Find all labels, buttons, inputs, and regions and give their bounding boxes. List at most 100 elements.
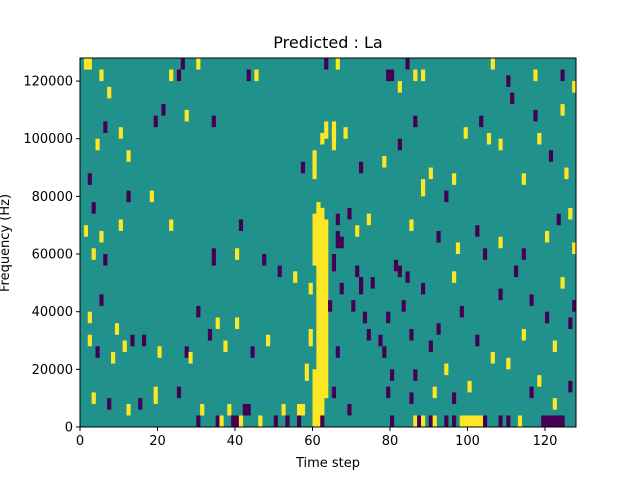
heatmap-cell — [297, 415, 302, 427]
heatmap-cell — [91, 392, 96, 404]
heatmap-cell — [514, 265, 519, 278]
heatmap-cell — [409, 219, 414, 231]
heatmap-cell — [386, 69, 391, 82]
heatmap-cell — [498, 138, 503, 151]
heatmap-cell — [312, 150, 317, 180]
heatmap-cell — [200, 403, 205, 416]
heatmap-cell — [281, 403, 286, 416]
heatmap-cell — [161, 104, 166, 116]
y-tick-label: 120000 — [23, 75, 73, 90]
heatmap-cell — [378, 334, 383, 347]
heatmap-cell — [463, 415, 468, 427]
heatmap-cell — [537, 132, 542, 145]
heatmap-cell — [366, 213, 371, 226]
heatmap-cell — [479, 115, 484, 128]
heatmap-cell — [405, 271, 410, 283]
heatmap-cell — [421, 282, 426, 295]
heatmap-cell — [99, 230, 104, 243]
heatmap-cell — [436, 230, 441, 243]
heatmap-cell — [87, 58, 92, 70]
heatmap-cell — [444, 190, 449, 203]
heatmap-cell — [339, 236, 344, 249]
heatmap-cell — [521, 173, 526, 185]
heatmap-cell — [409, 328, 414, 341]
heatmap-cell — [250, 346, 255, 358]
heatmap-cell — [219, 415, 224, 427]
heatmap-cell — [552, 415, 557, 427]
heatmap-cell — [347, 207, 352, 220]
heatmap-cell — [421, 69, 426, 82]
x-tick-label: 20 — [149, 434, 166, 449]
heatmap-cell — [328, 300, 333, 312]
heatmap-cell — [452, 271, 457, 283]
heatmap-cell — [223, 340, 228, 353]
heatmap-cell — [273, 415, 278, 427]
heatmap-cell — [331, 127, 337, 151]
heatmap-cell — [312, 213, 317, 266]
heatmap-cell — [111, 352, 116, 364]
heatmap-cell — [254, 69, 259, 82]
heatmap-cell — [335, 213, 340, 226]
heatmap-cell — [238, 219, 244, 231]
heatmap-cell — [459, 305, 464, 318]
heatmap-cell — [169, 69, 174, 82]
x-axis: 0 20 40 60 80 100 120 — [76, 427, 557, 449]
heatmap-cell — [153, 386, 158, 404]
heatmap-cell — [382, 346, 387, 358]
heatmap-cell — [335, 346, 340, 358]
heatmap-cell — [436, 323, 441, 335]
heatmap-cell — [405, 58, 410, 70]
heatmap-cell — [235, 415, 240, 427]
heatmap-cell — [215, 415, 220, 427]
heatmap-cell — [293, 271, 298, 283]
heatmap-cell — [235, 248, 240, 260]
heatmap-cell — [103, 254, 108, 266]
heatmap-cell — [188, 352, 193, 364]
heatmap-cell — [262, 254, 267, 266]
heatmap-cell — [235, 317, 240, 329]
heatmap-cell — [572, 300, 577, 312]
heatmap-cell — [339, 282, 344, 295]
heatmap-cell — [196, 305, 201, 318]
heatmap-cell — [444, 415, 449, 427]
heatmap-cell — [308, 328, 313, 347]
heatmap-cell — [87, 311, 92, 324]
heatmap-cell — [572, 242, 577, 255]
heatmap-cell — [397, 265, 402, 278]
heatmap-cell — [552, 340, 557, 353]
y-axis: 0 20000 40000 60000 80000 100000 120000 — [23, 75, 80, 436]
heatmap-cell — [541, 415, 546, 427]
heatmap-cell — [413, 369, 418, 381]
heatmap-cell — [421, 415, 426, 427]
heatmap-cell — [184, 109, 189, 122]
heatmap-cell — [347, 403, 352, 416]
heatmap-cell — [382, 156, 387, 168]
heatmap-cell — [308, 282, 313, 295]
heatmap-cell — [510, 92, 515, 105]
heatmap-cell — [533, 69, 538, 82]
heatmap-cell — [142, 334, 147, 347]
heatmap-cell — [196, 58, 201, 70]
heatmap-cell — [324, 219, 329, 399]
heatmap-cell — [459, 415, 464, 427]
heatmap-cell — [452, 392, 457, 404]
heatmap-cell — [118, 219, 123, 231]
heatmap-cell — [277, 265, 282, 278]
heatmap-cell — [397, 138, 402, 151]
heatmap-cell — [471, 415, 476, 427]
plot-frame — [79, 57, 577, 428]
heatmap-cell — [130, 334, 135, 347]
heatmap-cell — [87, 173, 92, 185]
heatmap-cell — [184, 346, 189, 358]
heatmap-cell — [331, 254, 337, 272]
heatmap-cell — [556, 415, 561, 427]
heatmap-cell — [568, 317, 573, 329]
heatmap-cell — [99, 69, 104, 82]
heatmap-cell — [238, 415, 244, 427]
heatmap-cell — [490, 352, 495, 364]
heatmap-cell — [498, 288, 503, 301]
heatmap-cell — [479, 415, 484, 427]
heatmap-cell — [211, 115, 216, 128]
heatmap-cell — [506, 415, 511, 427]
heatmap-cell — [545, 415, 550, 427]
